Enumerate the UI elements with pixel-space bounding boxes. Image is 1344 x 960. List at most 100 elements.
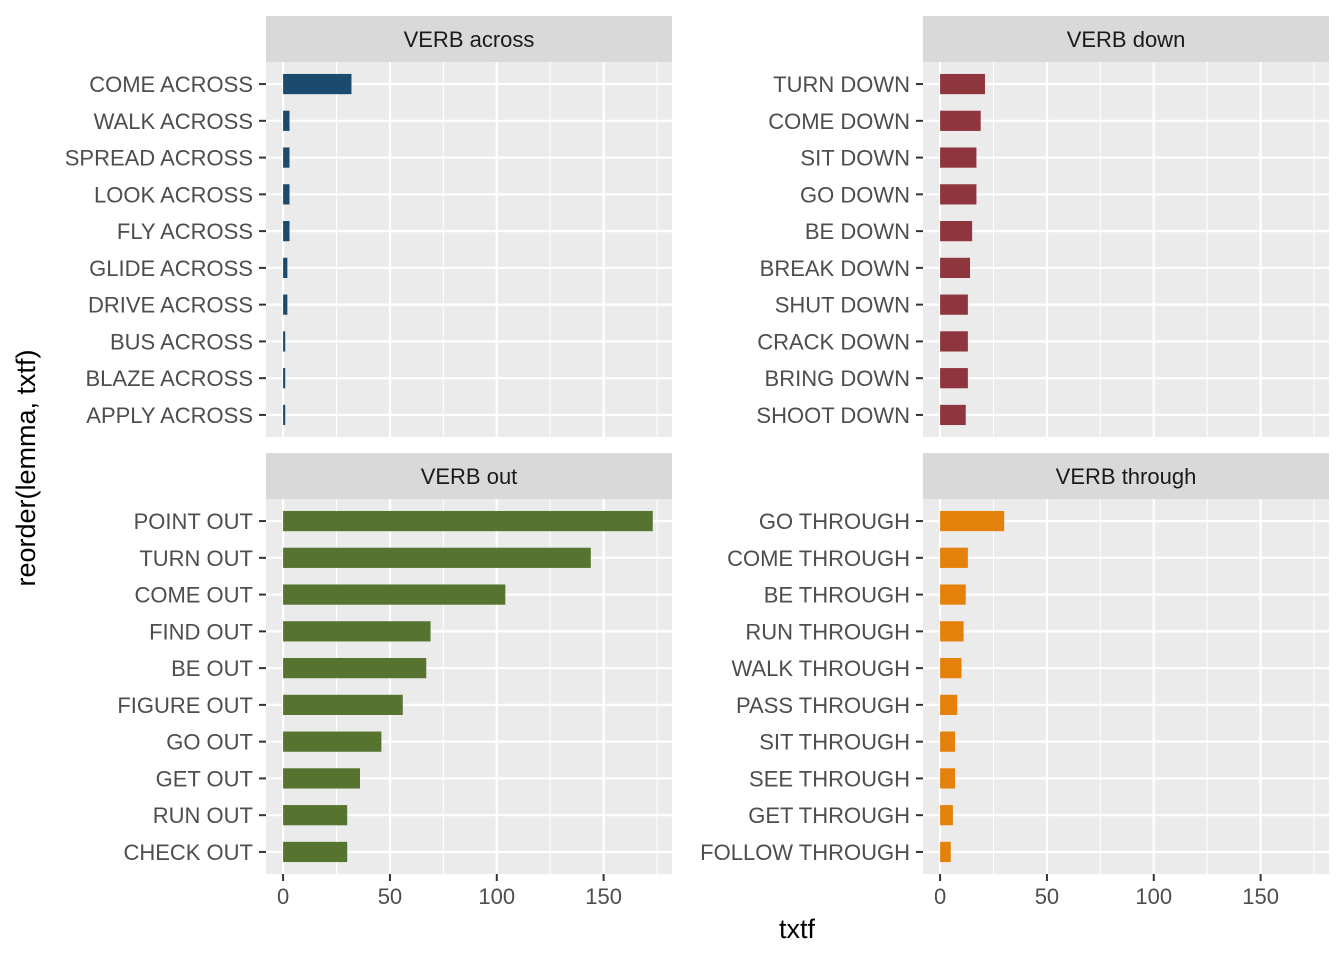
x-tick-label: 0: [277, 884, 289, 909]
bar: [283, 331, 286, 352]
facet-panel: VERB out POINT OUT TURN OUT COME OUT FIND OU…: [117, 453, 672, 909]
facet-strip: [923, 453, 1329, 499]
bar: [283, 731, 382, 752]
y-tick-label: FLY ACROSS: [117, 219, 253, 244]
facet-panel: VERB down TURN DOWN COME DOWN SIT DOWN GO DO…: [756, 16, 1329, 437]
y-tick-label: BE OUT: [171, 656, 253, 681]
bar: [940, 584, 966, 605]
y-tick-label: SEE THROUGH: [749, 766, 910, 791]
bar: [283, 805, 348, 826]
y-tick-label: TURN OUT: [139, 546, 253, 571]
y-tick-label: BE DOWN: [805, 219, 910, 244]
bar: [940, 294, 968, 315]
x-tick-label: 150: [1242, 884, 1279, 909]
y-tick-label: DRIVE ACROSS: [88, 293, 253, 318]
y-tick-label: COME THROUGH: [727, 546, 910, 571]
bar: [940, 73, 985, 95]
y-tick-label: FIND OUT: [149, 619, 253, 644]
bar: [940, 221, 973, 242]
x-axis-title: txtf: [779, 914, 816, 944]
y-tick-label: CHECK OUT: [123, 840, 253, 865]
y-tick-label: SHUT DOWN: [775, 293, 910, 318]
bar: [940, 510, 1005, 532]
y-tick-label: GO THROUGH: [759, 509, 910, 534]
bar: [283, 110, 290, 131]
bar: [283, 221, 290, 242]
y-tick-label: SPREAD ACROSS: [65, 146, 253, 171]
y-tick-label: GET THROUGH: [748, 803, 910, 828]
facet-panel: VERB through GO THROUGH COME THROUGH BE THR…: [700, 453, 1329, 909]
bar: [283, 658, 427, 679]
y-tick-label: PASS THROUGH: [736, 693, 910, 718]
bar: [940, 147, 977, 168]
y-tick-label: WALK ACROSS: [94, 109, 253, 134]
bar: [940, 257, 971, 278]
bar: [283, 768, 361, 789]
y-tick-label: TURN DOWN: [773, 72, 910, 97]
bar: [283, 294, 288, 315]
bar: [283, 147, 290, 168]
facet-strip: [266, 453, 672, 499]
y-tick-label: COME ACROSS: [89, 72, 253, 97]
y-tick-label: POINT OUT: [134, 509, 253, 534]
bar: [283, 404, 286, 426]
bar: [283, 694, 403, 715]
y-tick-label: BE THROUGH: [764, 583, 910, 608]
panel-background: [923, 62, 1329, 437]
y-tick-label: CRACK DOWN: [757, 329, 910, 354]
facet-panel: VERB across COME ACROSS WALK ACROSS SPREAD …: [65, 16, 672, 437]
x-tick-label: 100: [478, 884, 515, 909]
facet-strip: [266, 16, 672, 62]
bar: [940, 547, 968, 568]
bar: [283, 547, 591, 568]
y-tick-label: FIGURE OUT: [117, 693, 253, 718]
y-tick-label: COME OUT: [134, 583, 253, 608]
facet-title: VERB through: [1056, 464, 1197, 489]
y-tick-label: SIT DOWN: [800, 146, 910, 171]
bar: [283, 841, 348, 863]
y-tick-label: RUN OUT: [153, 803, 253, 828]
y-tick-label: APPLY ACROSS: [86, 403, 253, 428]
y-tick-label: COME DOWN: [768, 109, 910, 134]
bar: [283, 510, 653, 532]
panel-background: [266, 62, 672, 437]
y-tick-label: LOOK ACROSS: [94, 182, 253, 207]
x-tick-label: 100: [1135, 884, 1172, 909]
bar: [940, 805, 953, 826]
y-tick-label: SIT THROUGH: [759, 730, 910, 755]
bar: [283, 257, 288, 278]
facet-title: VERB out: [421, 464, 518, 489]
bar: [940, 404, 966, 426]
facet-title: VERB down: [1067, 27, 1186, 52]
y-tick-label: BLAZE ACROSS: [85, 366, 253, 391]
bar: [283, 621, 431, 642]
x-tick-label: 0: [934, 884, 946, 909]
bar: [940, 841, 951, 863]
bar: [283, 584, 506, 605]
bar: [940, 731, 956, 752]
y-tick-label: GET OUT: [156, 766, 253, 791]
bar: [940, 694, 958, 715]
x-tick-label: 50: [378, 884, 402, 909]
bar: [940, 658, 962, 679]
y-tick-label: SHOOT DOWN: [756, 403, 910, 428]
y-axis-title: reorder(lemma, txtf): [11, 349, 41, 586]
bar: [940, 368, 968, 389]
panel-background: [923, 499, 1329, 874]
y-tick-label: GO OUT: [166, 730, 253, 755]
bar: [283, 73, 352, 95]
x-tick-label: 50: [1035, 884, 1059, 909]
y-tick-label: BUS ACROSS: [110, 329, 253, 354]
y-tick-label: GO DOWN: [800, 182, 910, 207]
bar: [940, 184, 977, 205]
facet-title: VERB across: [404, 27, 535, 52]
y-tick-label: WALK THROUGH: [732, 656, 910, 681]
bar: [940, 621, 964, 642]
x-tick-label: 150: [585, 884, 622, 909]
y-tick-label: RUN THROUGH: [745, 619, 910, 644]
bar: [283, 368, 286, 389]
y-tick-label: BRING DOWN: [765, 366, 910, 391]
y-tick-label: FOLLOW THROUGH: [700, 840, 910, 865]
y-tick-label: BREAK DOWN: [760, 256, 910, 281]
